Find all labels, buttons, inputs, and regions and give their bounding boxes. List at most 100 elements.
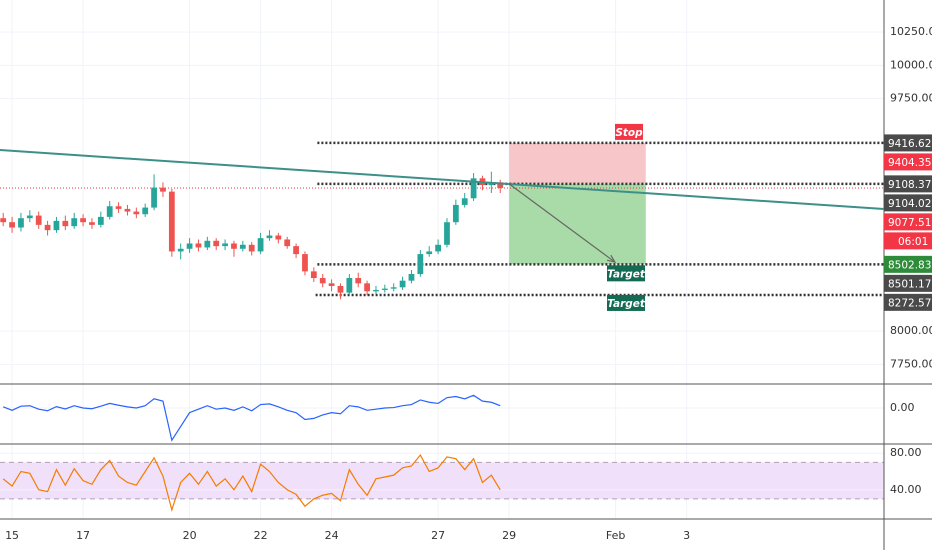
y-tick-label: 10000.00 (890, 58, 932, 71)
candle-body (435, 244, 441, 252)
candle-body (151, 187, 157, 208)
annotation-box (615, 123, 643, 140)
candle-body (160, 187, 166, 192)
x-tick-label: 29 (502, 529, 516, 542)
stop-zone (509, 142, 646, 184)
candle-body (461, 198, 468, 205)
candle-body (373, 289, 379, 292)
candle-body (266, 235, 273, 239)
pane-tick-label: 40.00 (890, 483, 922, 496)
annotation-text: Target (607, 268, 646, 280)
candle-body (355, 278, 362, 284)
price-label-box (884, 153, 932, 171)
price-label: 8501.17 (888, 278, 931, 290)
candle-body (328, 283, 335, 286)
candle-body (168, 191, 175, 252)
candle-body (0, 218, 7, 223)
candle-body (408, 274, 415, 281)
candle-body (26, 215, 33, 219)
candle-body (213, 240, 220, 247)
macd-line (2, 394, 501, 442)
x-tick-label: Feb (606, 529, 625, 542)
candle-body (142, 207, 149, 215)
price-label-box (884, 213, 932, 231)
countdown-box (884, 232, 932, 250)
candle-body (222, 243, 228, 247)
x-tick-label: 24 (325, 529, 339, 542)
arrow-head (606, 254, 617, 263)
candle-body (337, 285, 344, 293)
candle-body (257, 238, 264, 252)
candle-body (452, 204, 459, 223)
candle-body (248, 244, 255, 252)
price-label: 9104.02 (888, 198, 931, 210)
price-label-box (884, 255, 932, 273)
candle-body (470, 178, 477, 199)
pane-tick-label: 80.00 (890, 446, 922, 459)
candle-body (106, 206, 113, 217)
price-label-box (884, 274, 932, 292)
candle-body (124, 208, 131, 212)
candle-body (195, 243, 202, 248)
x-tick-label: 20 (183, 529, 197, 542)
candle-body (417, 254, 424, 275)
candle-body (381, 288, 388, 290)
candle-body (186, 243, 193, 249)
price-label: 9077.51 (888, 217, 931, 229)
candle-body (426, 251, 433, 255)
candle-body (284, 239, 291, 247)
candle-body (35, 215, 42, 225)
candle-body (204, 240, 211, 248)
y-tick-label: 9750.00 (890, 92, 932, 105)
candle-body (115, 206, 122, 209)
candle-body (293, 246, 299, 255)
rsi-line (2, 453, 501, 512)
candle-body (44, 224, 51, 231)
y-tick-label: 8000.00 (890, 324, 932, 337)
countdown-label: 06:01 (898, 236, 928, 248)
y-tick-label: 7750.00 (890, 357, 932, 370)
pane-tick-label: 0.00 (890, 401, 915, 414)
position-arrow (508, 183, 616, 263)
x-tick-label: 17 (76, 529, 90, 542)
annotation-text: Target (607, 298, 646, 310)
x-tick-label: 22 (254, 529, 268, 542)
trendline (0, 149, 885, 211)
candle-body (302, 254, 308, 272)
candle-body (390, 287, 397, 289)
price-label: 9108.37 (888, 179, 931, 191)
candle-body (497, 182, 504, 188)
price-label: 8272.57 (888, 297, 931, 309)
candle-body (9, 222, 15, 228)
price-label-box (884, 175, 932, 193)
price-label: 9416.62 (888, 138, 931, 150)
candle-body (346, 278, 353, 293)
price-label-box (884, 194, 932, 212)
candle-body (80, 218, 86, 223)
rsi-band (0, 462, 884, 499)
candle-body (275, 235, 282, 240)
candle-body (177, 248, 184, 252)
candle-body (231, 243, 237, 249)
candle-body (310, 271, 317, 279)
target-zone (509, 183, 646, 265)
x-tick-label: 15 (5, 529, 19, 542)
x-tick-label: 3 (683, 529, 690, 542)
annotation-text: Stop (615, 127, 643, 139)
annotation-box (607, 265, 645, 282)
price-label-box (884, 134, 932, 152)
candle-body (444, 222, 450, 245)
candle-body (364, 283, 370, 292)
candle-body (133, 211, 140, 215)
x-tick-label: 27 (431, 529, 445, 542)
candle-body (18, 218, 24, 228)
candle-body (89, 222, 95, 225)
price-label: 8502.83 (888, 259, 931, 271)
annotation-box (607, 294, 645, 311)
candle-body (53, 220, 60, 231)
candle-body (62, 220, 69, 227)
price-label-box (884, 293, 932, 311)
candle-body (399, 280, 406, 288)
